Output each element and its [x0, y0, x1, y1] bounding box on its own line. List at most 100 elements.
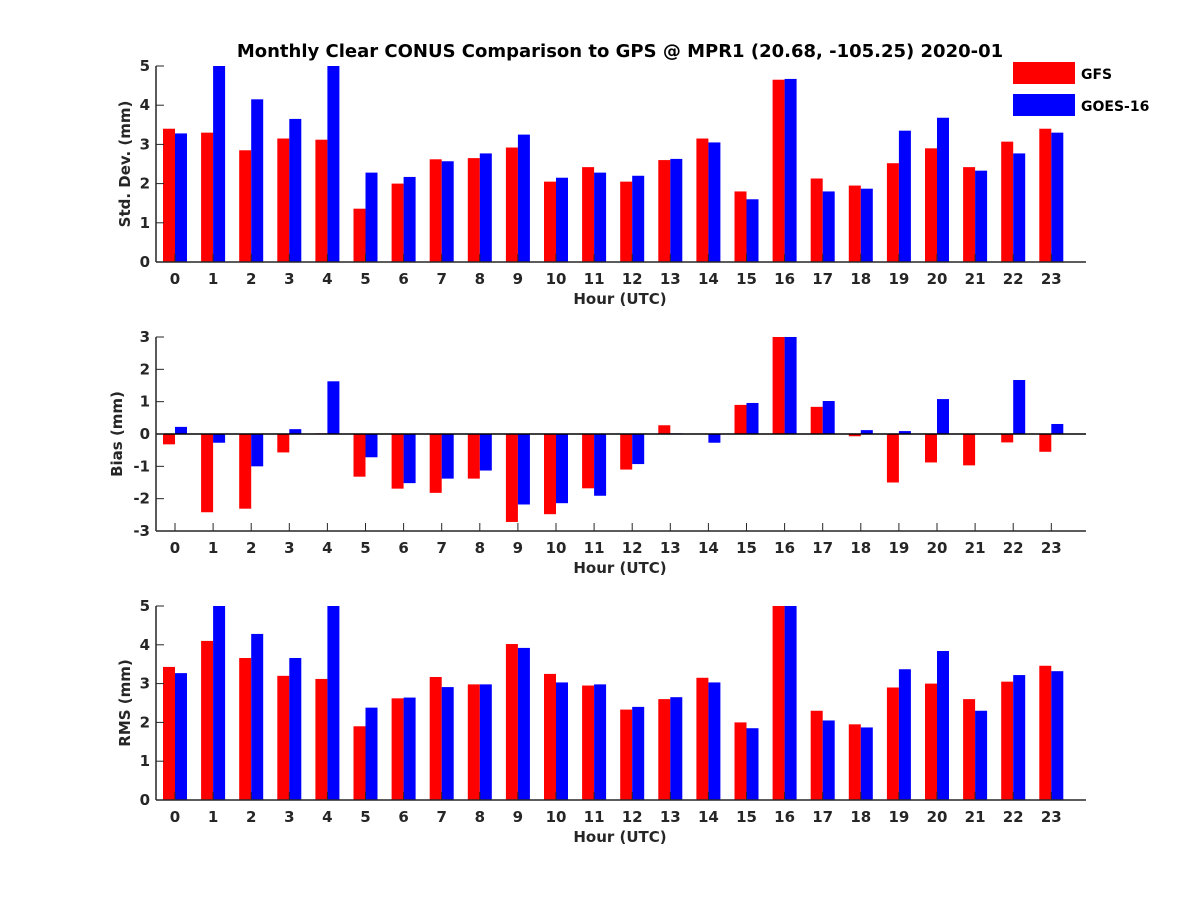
rms-x-tick-label: 11 — [584, 808, 605, 826]
stddev-y-tick-label: 2 — [140, 175, 150, 193]
stddev-bar-gfs-15 — [734, 191, 747, 262]
rms-bar-goes16-9 — [517, 647, 530, 800]
stddev-bar-gfs-18 — [848, 185, 861, 262]
bias-bar-goes16-11 — [594, 434, 607, 496]
stddev-bar-gfs-19 — [886, 163, 899, 262]
rms-bar-goes16-21 — [975, 710, 988, 800]
bias-bar-gfs-19 — [886, 434, 899, 483]
stddev-bar-goes16-16 — [784, 78, 797, 262]
stddev-bar-goes16-21 — [975, 170, 988, 262]
bias-y-tick-label: -3 — [133, 522, 150, 540]
stddev-bar-goes16-9 — [517, 134, 530, 262]
bias-bar-gfs-11 — [582, 434, 595, 489]
stddev-bar-gfs-3 — [277, 138, 290, 262]
rms-y-axis-title: RMS (mm) — [116, 659, 134, 746]
bias-x-tick-label: 12 — [622, 539, 643, 557]
bias-bar-goes16-23 — [1051, 423, 1064, 434]
rms-x-tick-label: 14 — [698, 808, 719, 826]
stddev-bar-gfs-20 — [925, 148, 937, 262]
rms-y-tick-label: 3 — [140, 675, 150, 693]
bias-bar-gfs-9 — [505, 434, 518, 522]
legend-label-goes16: GOES-16 — [1081, 99, 1149, 115]
stddev-x-tick-label: 6 — [398, 270, 408, 288]
stddev-y-tick-label: 1 — [140, 214, 150, 232]
rms-x-tick-label: 0 — [170, 808, 180, 826]
stddev-x-tick-label: 4 — [322, 270, 332, 288]
rms-x-tick-label: 18 — [850, 808, 871, 826]
stddev-bar-gfs-1 — [201, 132, 214, 262]
rms-y-tick-label: 4 — [140, 636, 150, 654]
bias-bar-goes16-14 — [708, 434, 721, 443]
rms-x-tick-label: 7 — [436, 808, 446, 826]
stddev-x-tick-label: 2 — [246, 270, 256, 288]
bias-bar-gfs-2 — [239, 434, 252, 509]
rms-bar-gfs-3 — [277, 675, 290, 800]
stddev-bar-goes16-20 — [937, 117, 949, 262]
stddev-bar-gfs-6 — [391, 183, 404, 262]
stddev-bar-goes16-4 — [327, 66, 340, 262]
stddev-bar-goes16-10 — [556, 177, 568, 262]
bias-bar-goes16-1 — [213, 434, 226, 443]
bias-bar-goes16-6 — [403, 434, 416, 484]
rms-x-tick-label: 9 — [513, 808, 523, 826]
bias-x-tick-label: 14 — [698, 539, 719, 557]
chart-title: Monthly Clear CONUS Comparison to GPS @ … — [237, 41, 1003, 62]
bias-bar-goes16-5 — [365, 434, 378, 458]
rms-x-tick-label: 5 — [360, 808, 370, 826]
stddev-x-tick-label: 11 — [584, 270, 605, 288]
rms-bar-goes16-1 — [213, 606, 226, 800]
stddev-bar-gfs-21 — [963, 167, 976, 262]
rms-x-tick-label: 15 — [736, 808, 757, 826]
stddev-y-tick-label: 3 — [140, 135, 150, 153]
stddev-bar-goes16-8 — [479, 153, 492, 262]
rms-bar-goes16-14 — [708, 682, 721, 800]
rms-x-tick-label: 12 — [622, 808, 643, 826]
bias-y-tick-label: -1 — [133, 457, 150, 475]
rms-x-tick-label: 23 — [1041, 808, 1062, 826]
rms-bar-goes16-12 — [632, 706, 645, 800]
bias-bar-goes16-4 — [327, 381, 340, 434]
bias-bar-gfs-18 — [848, 434, 861, 437]
stddev-bar-gfs-9 — [505, 147, 518, 262]
rms-x-tick-label: 22 — [1003, 808, 1024, 826]
rms-x-tick-label: 16 — [774, 808, 795, 826]
legend: GFS GOES-16 — [1013, 62, 1149, 116]
bias-x-tick-label: 11 — [584, 539, 605, 557]
stddev-bar-gfs-5 — [353, 208, 366, 262]
stddev-bar-gfs-11 — [582, 167, 595, 262]
stddev-x-tick-label: 21 — [965, 270, 986, 288]
stddev-bar-gfs-12 — [620, 181, 633, 262]
stddev-x-tick-label: 14 — [698, 270, 719, 288]
rms-bar-goes16-6 — [403, 697, 416, 800]
rms-bar-gfs-11 — [582, 685, 595, 800]
stddev-x-tick-label: 12 — [622, 270, 643, 288]
rms-bar-goes16-16 — [784, 606, 797, 800]
rms-y-tick-label: 1 — [140, 752, 150, 770]
bias-x-axis-title: Hour (UTC) — [573, 559, 666, 577]
bias-bar-goes16-10 — [556, 434, 568, 504]
rms-bar-gfs-2 — [239, 657, 252, 800]
rms-bar-goes16-11 — [594, 684, 607, 800]
bias-bar-gfs-12 — [620, 434, 633, 470]
bias-x-tick-label: 4 — [322, 539, 332, 557]
rms-bar-goes16-22 — [1013, 675, 1026, 800]
bias-bar-gfs-17 — [810, 406, 823, 434]
bias-bar-gfs-1 — [201, 434, 214, 513]
bias-x-tick-label: 1 — [208, 539, 218, 557]
bias-bar-goes16-16 — [784, 337, 797, 434]
stddev-bar-goes16-14 — [708, 142, 721, 262]
rms-bar-gfs-13 — [658, 699, 671, 800]
bias-bar-gfs-5 — [353, 434, 366, 477]
stddev-x-axis-title: Hour (UTC) — [573, 290, 666, 308]
legend-label-gfs: GFS — [1081, 67, 1112, 83]
bias-y-axis-title: Bias (mm) — [108, 391, 126, 477]
stddev-x-tick-label: 5 — [360, 270, 370, 288]
rms-bar-gfs-16 — [772, 606, 785, 800]
stddev-bar-goes16-12 — [632, 175, 645, 262]
bias-x-tick-label: 2 — [246, 539, 256, 557]
bias-bar-goes16-18 — [860, 430, 873, 434]
stddev-bar-gfs-13 — [658, 160, 671, 262]
